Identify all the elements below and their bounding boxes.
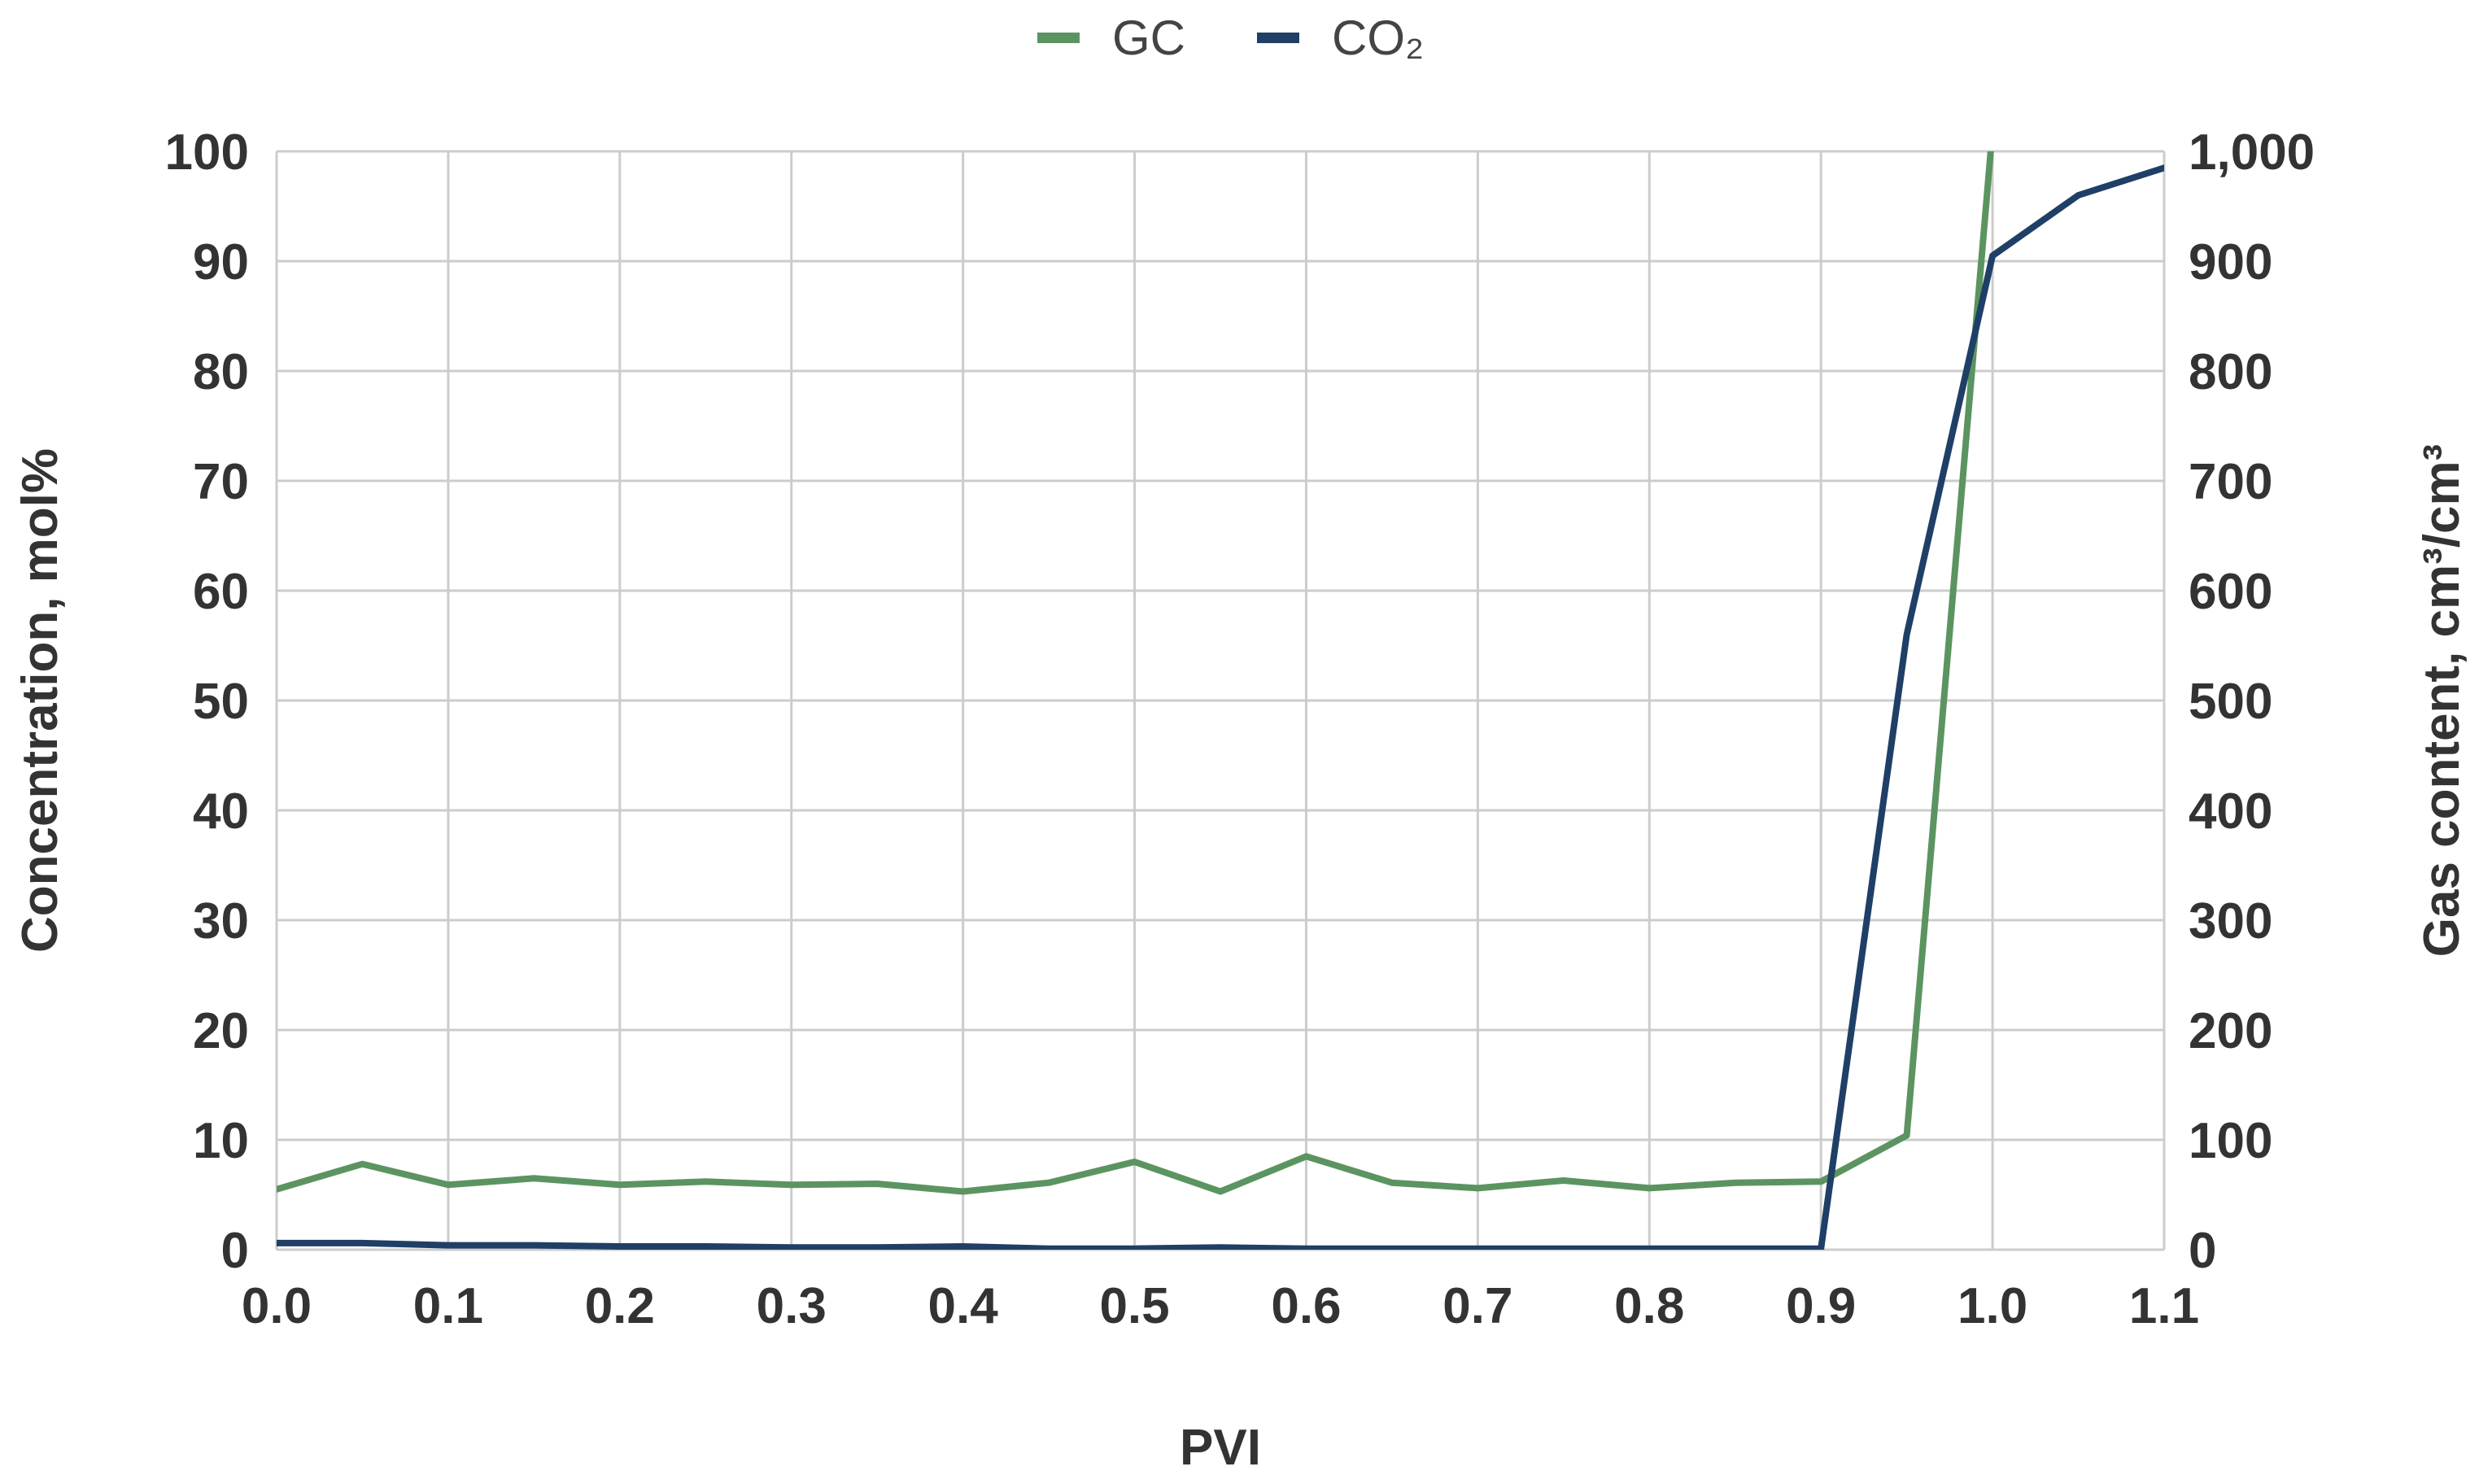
x-tick-label: 0.3: [757, 1278, 827, 1334]
x-tick-label: 0.8: [1614, 1278, 1684, 1334]
legend-swatch-co: [1257, 33, 1299, 43]
y-tick-label: 40: [193, 783, 249, 840]
y2-tick-label: 100: [2189, 1113, 2272, 1169]
y2-tick-label: 500: [2189, 674, 2272, 730]
y2-tick-label: 0: [2189, 1223, 2216, 1279]
x-tick-label: 0.0: [242, 1278, 312, 1334]
y2-tick-label: 200: [2189, 1003, 2272, 1059]
series-group: [277, 151, 2164, 1250]
y2-tick-label: 700: [2189, 454, 2272, 510]
y-tick-label: 20: [193, 1003, 249, 1059]
x-tick-label: 1.1: [2129, 1278, 2199, 1334]
series-line-co: [277, 164, 2164, 1250]
y-tick-label: 0: [221, 1223, 249, 1279]
y2-tick-label: 600: [2189, 564, 2272, 620]
x-tick-label: 0.9: [1786, 1278, 1856, 1334]
x-tick-label: 0.4: [928, 1278, 999, 1334]
y2-tick-label: 900: [2189, 234, 2272, 290]
y-tick-label: 90: [193, 234, 249, 290]
y-tick-label: 80: [193, 344, 249, 400]
legend: GC CO₂: [1037, 11, 1424, 65]
y2-tick-label: 1,000: [2189, 124, 2315, 181]
legend-label-gc: GC: [1112, 11, 1185, 65]
y-tick-label: 50: [193, 674, 249, 730]
y-axis-title: Concentration, mol%: [12, 448, 68, 953]
y-tick-label: 70: [193, 454, 249, 510]
tick-labels: 0.0 0.1 0.2 0.3 0.4 0.5 0.6 0.7 0.8 0.9 1.0 1.10102…: [165, 124, 2315, 1334]
x-tick-label: 0.5: [1099, 1278, 1169, 1334]
grid: [275, 150, 2166, 1251]
y-tick-label: 10: [193, 1113, 249, 1169]
legend-label-co: CO₂: [1332, 11, 1424, 65]
series-line-gc: [277, 151, 1994, 1195]
x-axis-title: PVI: [1180, 1420, 1261, 1476]
y2-axis-title: Gas content, cm³/cm³: [2414, 444, 2470, 957]
y2-tick-label: 300: [2189, 893, 2272, 949]
x-tick-label: 0.7: [1442, 1278, 1512, 1334]
y-tick-label: 100: [165, 124, 249, 181]
x-tick-label: 0.6: [1271, 1278, 1341, 1334]
x-tick-label: 1.0: [1957, 1278, 2027, 1334]
x-tick-label: 0.1: [413, 1278, 483, 1334]
x-tick-label: 0.2: [585, 1278, 655, 1334]
y2-tick-label: 400: [2189, 783, 2272, 840]
y2-tick-label: 800: [2189, 344, 2272, 400]
y-tick-label: 60: [193, 564, 249, 620]
y-tick-label: 30: [193, 893, 249, 949]
legend-swatch-gc: [1037, 33, 1080, 43]
